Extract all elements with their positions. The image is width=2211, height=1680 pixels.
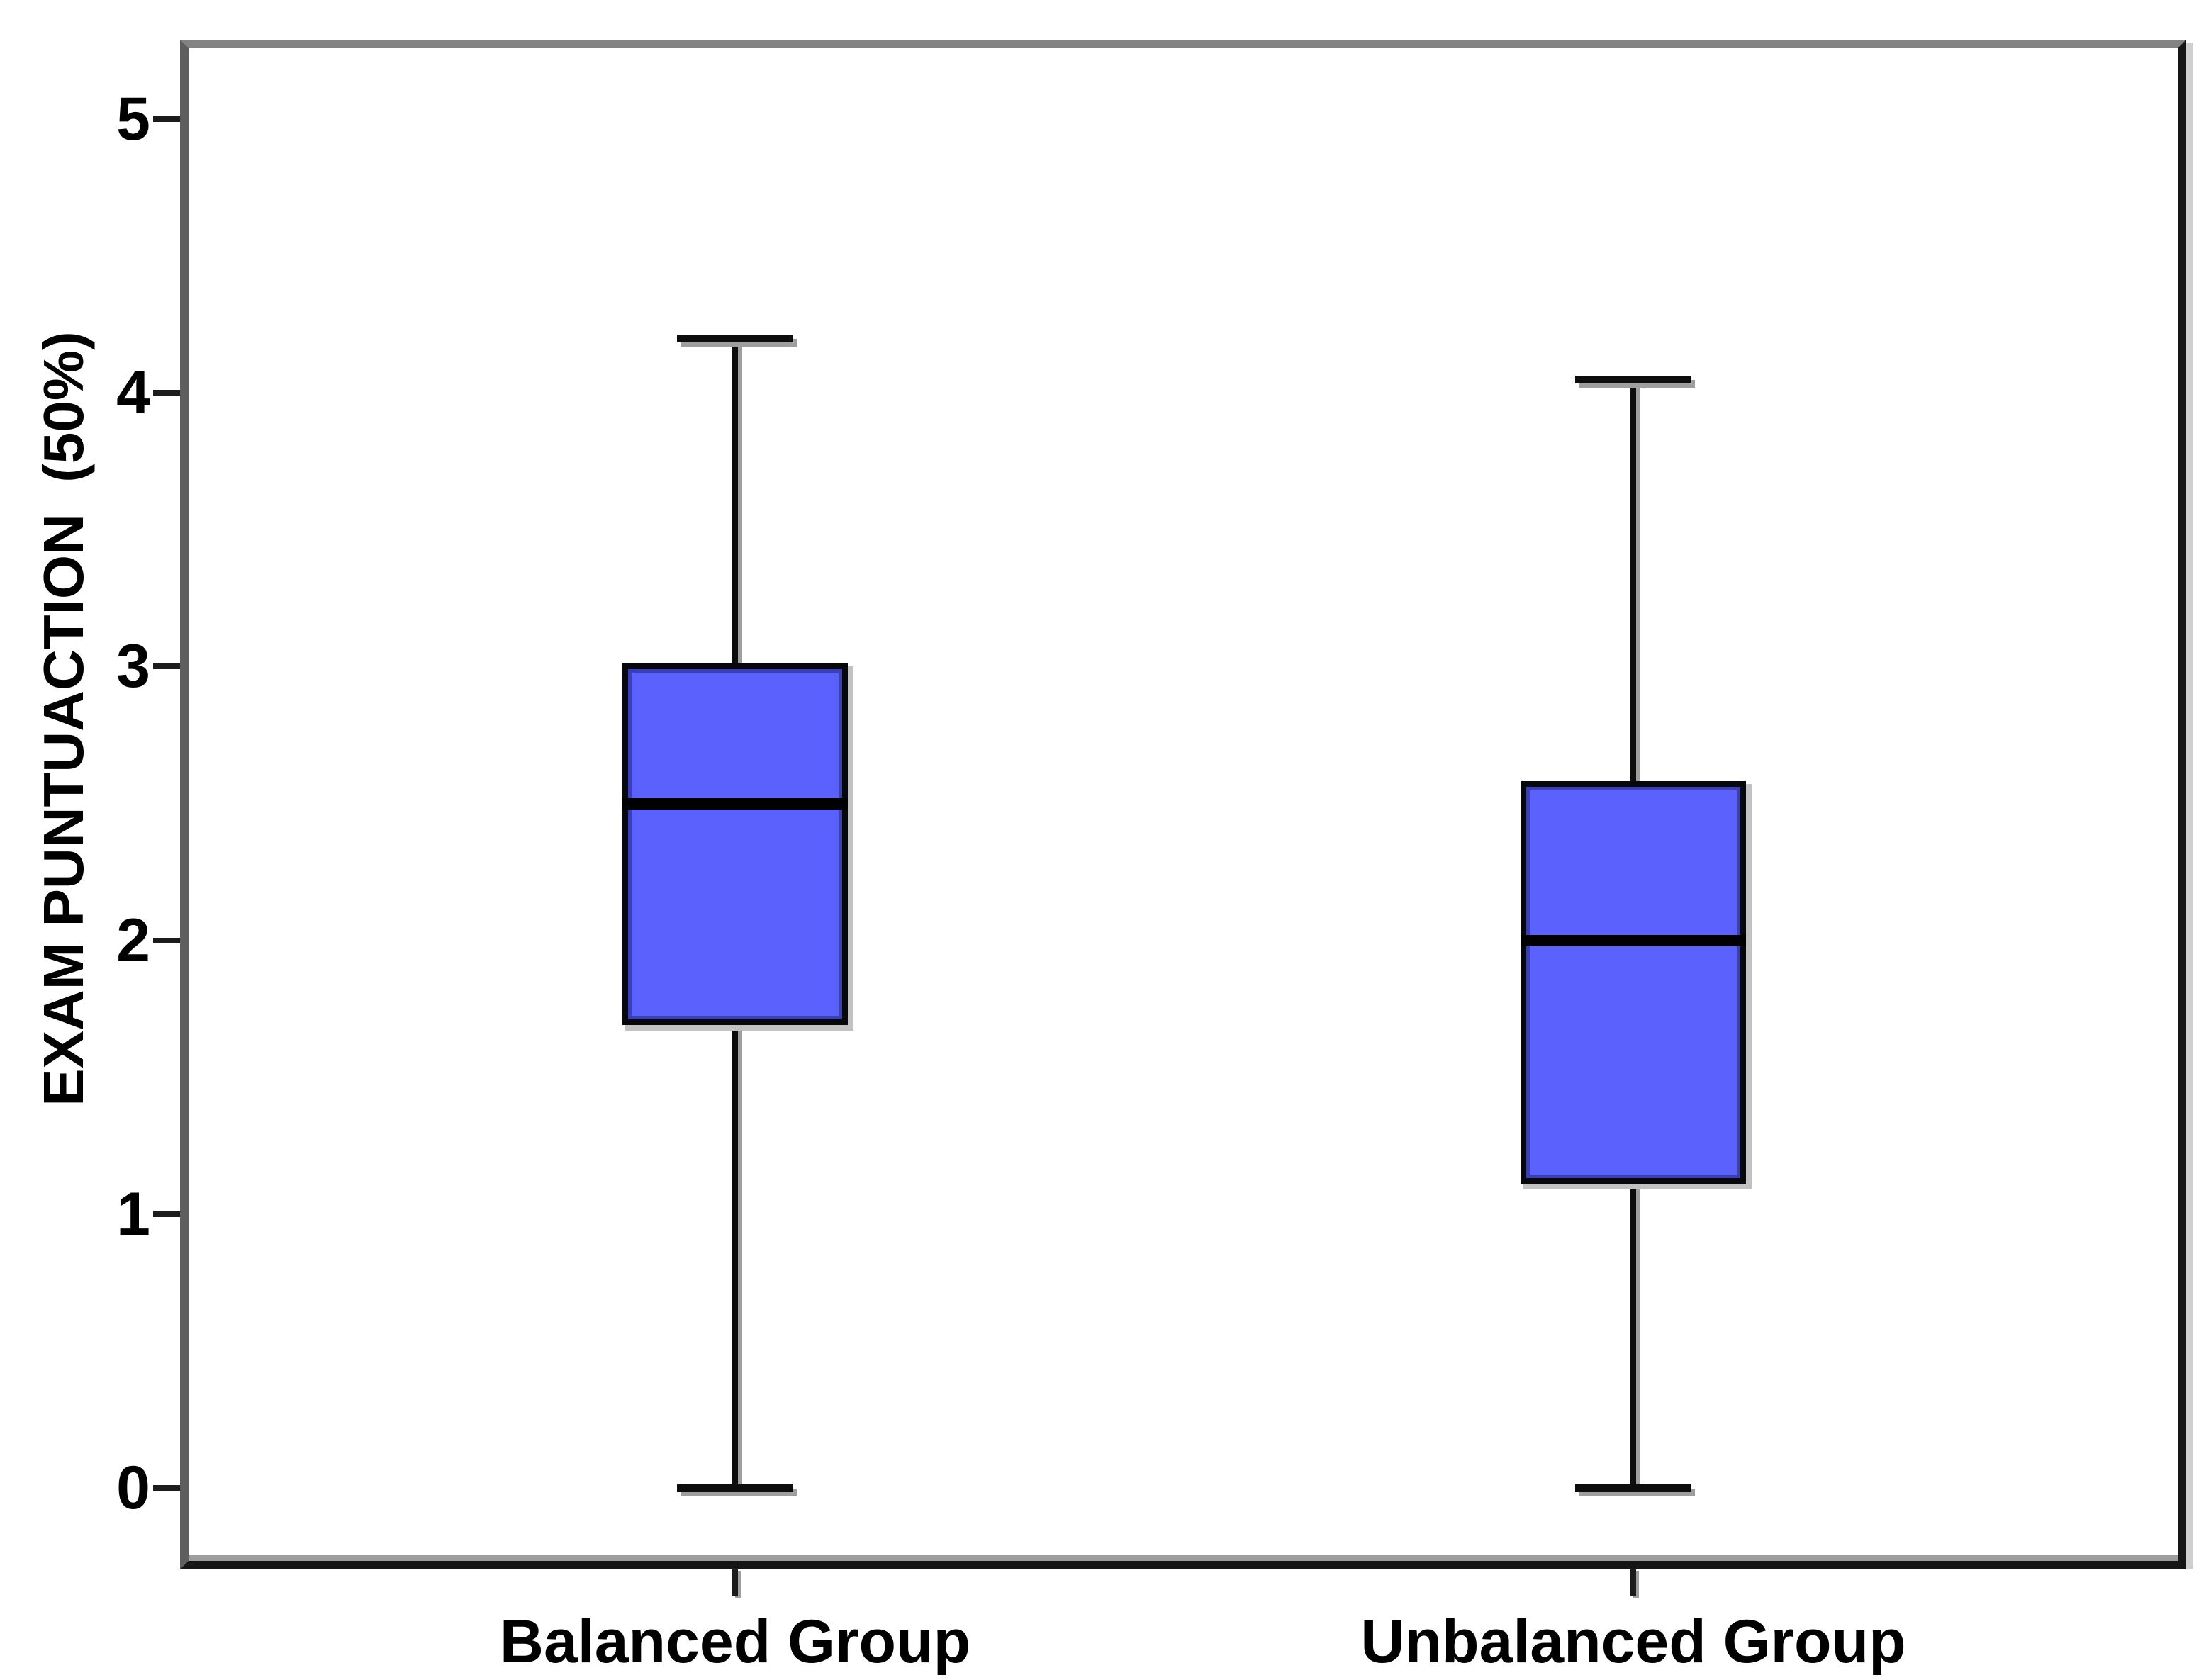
y-axis-tick-label: 1 (116, 1180, 150, 1248)
y-axis-tick (153, 1211, 180, 1217)
y-axis-tick-label: 3 (116, 632, 150, 700)
whisker-cap-max (677, 334, 793, 342)
y-axis-tick-label: 2 (116, 907, 150, 975)
x-axis-category-label: Unbalanced Group (1360, 1608, 1906, 1676)
whisker-cap-max (1575, 375, 1691, 383)
x-axis-tick (732, 1569, 738, 1596)
y-axis-tick-label: 5 (116, 85, 150, 153)
x-axis-category-label: Balanced Group (499, 1608, 971, 1676)
y-axis-tick (153, 116, 180, 122)
y-axis-tick (153, 938, 180, 943)
median-line (622, 798, 848, 810)
x-axis-tick (1630, 1569, 1636, 1596)
median-line (1521, 935, 1746, 946)
y-axis-tick (153, 663, 180, 669)
y-axis-tick (153, 1485, 180, 1491)
y-axis-tick-label: 4 (116, 359, 150, 427)
iqr-box (622, 663, 848, 1025)
y-axis-tick (153, 390, 180, 396)
plot-area-frame (180, 40, 2186, 1569)
y-axis-title: EXAM PUNTUACTION (50%) (32, 331, 95, 1107)
iqr-box (1521, 781, 1746, 1184)
whisker-cap-min (1575, 1484, 1691, 1492)
y-axis-tick-label: 0 (116, 1454, 150, 1522)
whisker-cap-min (677, 1484, 793, 1492)
